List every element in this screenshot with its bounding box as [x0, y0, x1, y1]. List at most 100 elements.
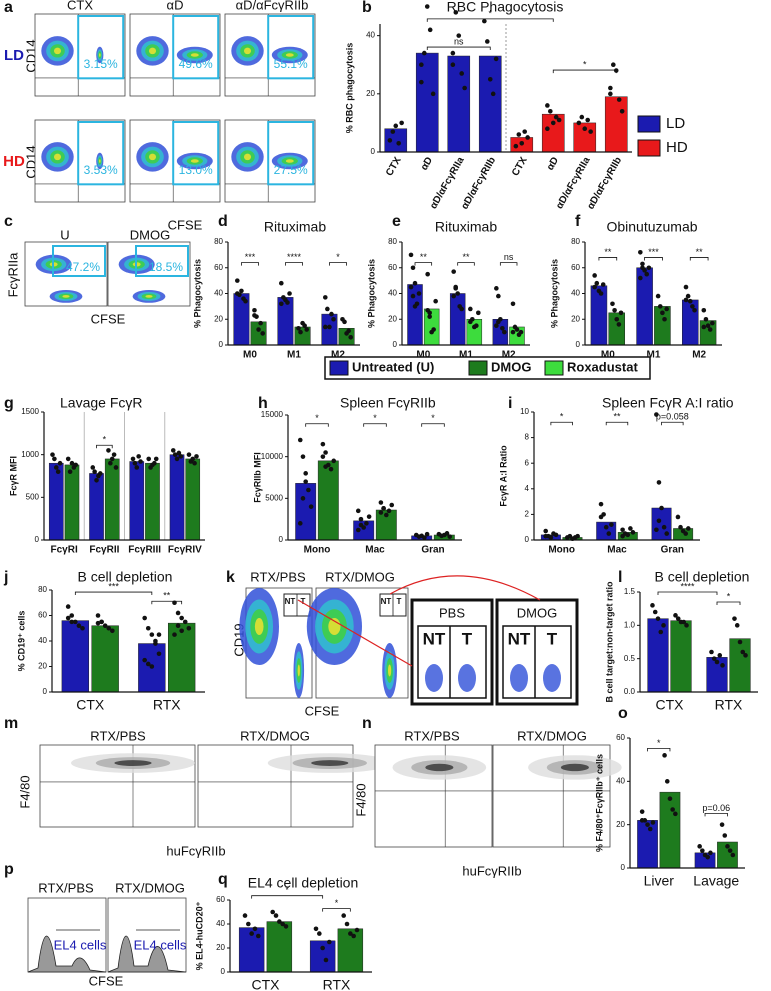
- data-point: [592, 273, 597, 278]
- significance-label: *: [727, 591, 731, 601]
- data-point: [111, 452, 117, 457]
- x-tick-label: Mac: [607, 545, 627, 556]
- significance-bracket: [329, 262, 347, 266]
- data-point: [496, 319, 501, 325]
- density-blob: [99, 159, 101, 163]
- data-point: [657, 304, 663, 309]
- y-tick-label: 10: [520, 407, 529, 416]
- data-point: [638, 275, 643, 281]
- bar: [478, 55, 502, 153]
- data-point: [610, 301, 615, 307]
- data-point: [246, 921, 251, 927]
- data-point: [710, 320, 715, 326]
- data-point: [673, 613, 678, 618]
- x-axis-label: huFcγRIIb: [166, 843, 225, 858]
- data-point: [548, 535, 554, 540]
- data-point: [646, 265, 652, 271]
- bar: [295, 483, 317, 541]
- data-point: [175, 610, 181, 616]
- x-tick-label: αD: [419, 155, 435, 172]
- significance-bracket: [414, 262, 433, 266]
- x-tick-label: Mono: [548, 545, 575, 556]
- x-tick-label: RTX: [323, 977, 351, 991]
- row-label: LD: [4, 47, 24, 64]
- bar: [590, 285, 608, 346]
- data-point: [468, 306, 473, 312]
- data-point: [389, 502, 395, 508]
- data-point: [346, 328, 351, 334]
- data-point: [516, 132, 522, 137]
- data-point: [720, 663, 725, 668]
- panel-letter: i: [508, 395, 512, 412]
- data-point: [69, 613, 75, 618]
- data-point: [598, 514, 604, 520]
- bar: [637, 820, 658, 869]
- connector: [389, 575, 541, 601]
- data-point: [619, 108, 625, 114]
- data-point: [92, 469, 97, 475]
- data-point: [518, 329, 524, 335]
- data-point: [609, 522, 614, 527]
- x-axis-label: CFSE: [305, 703, 340, 718]
- data-point: [252, 307, 257, 313]
- data-point: [664, 779, 670, 784]
- bar: [266, 921, 293, 973]
- y-tick-label: 0.0: [624, 687, 636, 696]
- x-tick-label: M1: [647, 350, 661, 361]
- data-point: [703, 316, 709, 322]
- data-point: [650, 603, 655, 608]
- chart-title: Rituximab: [435, 219, 497, 235]
- gate-percent: 3.53%: [84, 163, 118, 177]
- data-point: [303, 479, 308, 484]
- data-point: [174, 456, 180, 462]
- data-point: [603, 524, 609, 530]
- data-point: [297, 437, 303, 443]
- data-point: [553, 114, 559, 120]
- data-point: [427, 314, 432, 319]
- significance-bracket: [499, 262, 518, 266]
- bar: [670, 620, 692, 693]
- data-point: [468, 319, 473, 325]
- data-point: [459, 306, 464, 312]
- significance-label: ****: [680, 581, 695, 591]
- data-point: [424, 531, 430, 537]
- significance-bracket: [426, 46, 491, 51]
- data-point: [708, 850, 713, 856]
- bar: [104, 458, 120, 541]
- data-point: [302, 323, 307, 328]
- y-tick-label: 5000: [265, 493, 283, 502]
- data-point: [433, 298, 438, 304]
- data-point: [351, 933, 356, 939]
- histogram: [27, 935, 107, 973]
- y-tick-label: 20: [366, 89, 375, 98]
- data-point: [588, 129, 593, 134]
- legend-label: HD: [666, 139, 688, 156]
- panel-letter: c: [4, 213, 13, 230]
- data-point: [419, 79, 424, 85]
- data-point: [297, 521, 303, 526]
- y-tick-label: 1.0: [624, 620, 636, 629]
- data-point: [285, 300, 290, 305]
- data-point: [667, 796, 673, 801]
- data-point: [474, 323, 479, 328]
- column-title: RTX/DMOG: [325, 569, 395, 584]
- significance-bracket: [598, 257, 618, 261]
- data-point: [182, 619, 188, 625]
- significance-bracket: [251, 895, 324, 899]
- data-point: [727, 848, 733, 853]
- y-tick-label: 0: [219, 340, 224, 349]
- data-point: [323, 450, 328, 455]
- density-blob: [62, 294, 70, 298]
- significance-label: ****: [287, 252, 302, 262]
- data-point: [640, 261, 645, 267]
- data-point: [109, 456, 115, 462]
- data-point: [364, 521, 369, 526]
- panel-letter: p: [4, 861, 14, 878]
- legend-swatch: [468, 360, 488, 376]
- data-point: [393, 123, 399, 129]
- data-point: [412, 304, 418, 309]
- data-point: [684, 623, 689, 628]
- y-tick-label: 0: [279, 535, 284, 544]
- y-tick-label: 40: [616, 776, 625, 785]
- density-blob: [387, 664, 392, 677]
